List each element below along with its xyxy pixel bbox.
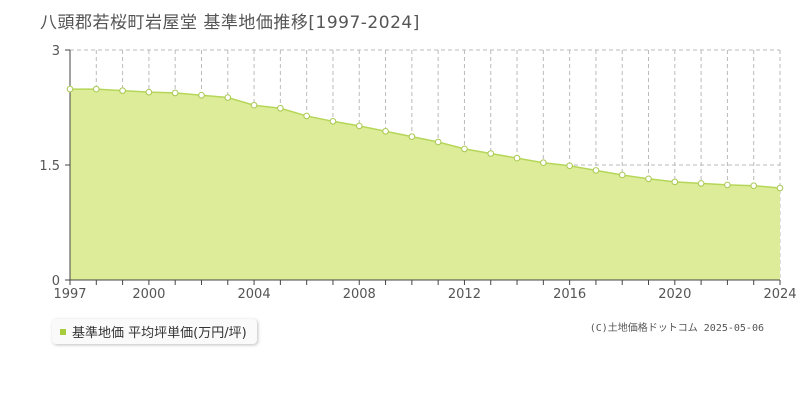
data-point [697, 180, 705, 187]
data-point [250, 101, 258, 109]
data-points [66, 85, 784, 192]
series-area-fill [70, 89, 780, 280]
x-tick-label: 2016 [553, 287, 586, 302]
x-tick-label: 2008 [343, 287, 376, 302]
data-point [724, 181, 731, 189]
data-point [461, 145, 468, 153]
x-tick-label: 2012 [448, 287, 481, 302]
chart-title: 八頭郡若桜町岩屋堂 基準地価推移[1997-2024] [40, 13, 420, 33]
data-point [329, 118, 337, 125]
data-point [592, 167, 600, 174]
data-point [355, 122, 363, 130]
data-point [224, 94, 232, 101]
x-tick-label: 2020 [658, 287, 691, 302]
data-point [671, 178, 679, 186]
y-tick-label: 0 [52, 274, 60, 289]
data-point [171, 89, 179, 97]
legend-label: 基準地価 平均坪単価(万円/坪) [72, 326, 247, 341]
data-point [434, 138, 442, 146]
data-point [92, 85, 100, 93]
data-point [382, 127, 389, 135]
data-point [513, 154, 521, 162]
axes [65, 49, 781, 285]
data-point [487, 150, 495, 157]
data-point [645, 175, 652, 183]
x-tick-label: 1997 [53, 287, 86, 302]
series-line [70, 88, 781, 189]
data-point [198, 91, 205, 99]
data-point [540, 159, 547, 166]
data-point [618, 171, 626, 179]
data-point [145, 88, 153, 96]
x-tick-label: 2024 [763, 287, 796, 302]
data-point [750, 182, 758, 189]
data-point [119, 87, 126, 94]
x-tick-label: 2000 [132, 287, 165, 302]
legend-marker-icon [60, 328, 66, 335]
data-point [66, 85, 74, 93]
data-point [776, 184, 784, 192]
y-tick-label: 3 [52, 44, 60, 59]
legend: 基準地価 平均坪単価(万円/坪) [52, 319, 257, 344]
y-tick-label: 1.5 [39, 159, 60, 174]
data-point [408, 133, 416, 140]
tick-labels: 1997 2000 2004 2008 2012 2016 2020 2024 0 1.5 3 [39, 44, 796, 302]
data-point [566, 162, 573, 170]
copyright-text: (C)土地価格ドットコム 2025-05-06 [589, 323, 764, 334]
data-point [277, 104, 284, 112]
data-point [303, 112, 310, 120]
x-tick-label: 2004 [238, 287, 271, 302]
